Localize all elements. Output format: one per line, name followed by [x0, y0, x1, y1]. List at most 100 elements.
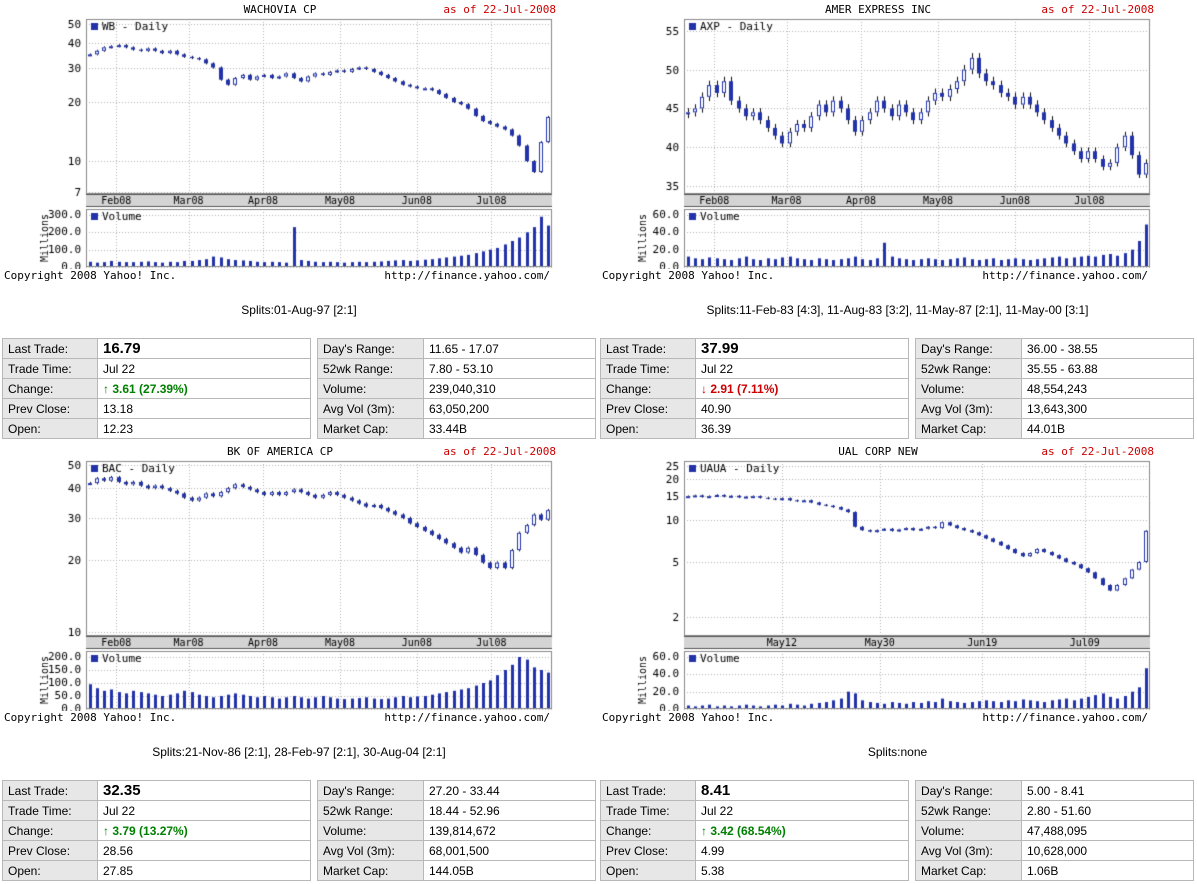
- quote-value: 239,040,310: [423, 378, 596, 399]
- quote-label: Change:: [600, 820, 696, 841]
- quote-value: 27.85: [97, 860, 311, 881]
- chart-footer: Copyright 2008 Yahoo! Inc. http://financ…: [602, 269, 1148, 283]
- quote-value: 44.01B: [1021, 418, 1194, 439]
- quote-label: Avg Vol (3m):: [317, 398, 424, 419]
- quote-label: Last Trade:: [2, 780, 98, 801]
- quote-label: Trade Time:: [600, 358, 696, 379]
- quote-value: 48,554,243: [1021, 378, 1194, 399]
- chart-header: WACHOVIA CP as of 22-Jul-2008: [2, 3, 558, 17]
- quote-table-right: Day's Range: 36.00 - 38.55 52wk Range: 35.5…: [915, 338, 1194, 439]
- chart-source-url: http://finance.yahoo.com/: [982, 711, 1148, 724]
- quote-table-left: Last Trade: 32.35 Trade Time: Jul 22 Change:…: [2, 780, 311, 881]
- quote-label: Trade Time:: [2, 800, 98, 821]
- chart-header: BK OF AMERICA CP as of 22-Jul-2008: [2, 445, 558, 459]
- quote-row: Open: 27.85: [2, 860, 311, 881]
- quote-row: Volume: 47,488,095: [915, 820, 1194, 841]
- quote-row: Prev Close: 4.99: [600, 840, 909, 861]
- quote-table-left: Last Trade: 37.99 Trade Time: Jul 22 Change:…: [600, 338, 909, 439]
- splits-info: Splits:01-Aug-97 [2:1]: [241, 303, 357, 317]
- change-down-icon: ↓: [701, 381, 707, 396]
- quote-value: 11.65 - 17.07: [423, 338, 596, 359]
- quote-row: 52wk Range: 18.44 - 52.96: [317, 800, 596, 821]
- quote-table-right: Day's Range: 27.20 - 33.44 52wk Range: 18.4…: [317, 780, 596, 881]
- quote-row: Market Cap: 1.06B: [915, 860, 1194, 881]
- stock-panel-uaua: UAL CORP NEW as of 22-Jul-2008 Copyright…: [598, 442, 1197, 884]
- price-volume-chart: [600, 17, 1156, 269]
- quote-label: Prev Close:: [2, 398, 98, 419]
- quote-value: 8.41: [695, 780, 909, 801]
- chart-footer: Copyright 2008 Yahoo! Inc. http://financ…: [602, 711, 1148, 725]
- quote-label: Avg Vol (3m):: [915, 840, 1022, 861]
- copyright-text: Copyright 2008 Yahoo! Inc.: [602, 711, 775, 724]
- quote-value: 36.00 - 38.55: [1021, 338, 1194, 359]
- chart-source-url: http://finance.yahoo.com/: [384, 711, 550, 724]
- quote-row: Last Trade: 37.99: [600, 338, 909, 359]
- chart-title: AMER EXPRESS INC: [825, 3, 931, 16]
- quote-label: Volume:: [317, 378, 424, 399]
- quote-value: 13.18: [97, 398, 311, 419]
- quote-value: ↓ 2.91 (7.11%): [695, 378, 909, 399]
- copyright-text: Copyright 2008 Yahoo! Inc.: [602, 269, 775, 282]
- quote-row: Avg Vol (3m): 63,050,200: [317, 398, 596, 419]
- stock-panel-axp: AMER EXPRESS INC as of 22-Jul-2008 Copyr…: [598, 0, 1197, 442]
- quote-label: Volume:: [915, 378, 1022, 399]
- quote-label: Change:: [2, 378, 98, 399]
- quote-value: 13,643,300: [1021, 398, 1194, 419]
- quote-label: Day's Range:: [317, 780, 424, 801]
- chart-footer: Copyright 2008 Yahoo! Inc. http://financ…: [4, 711, 550, 725]
- quote-row: Day's Range: 36.00 - 38.55: [915, 338, 1194, 359]
- quote-row: Market Cap: 144.05B: [317, 860, 596, 881]
- change-value: 3.61 (27.39%): [109, 381, 188, 396]
- chart-asof-date: as of 22-Jul-2008: [1041, 3, 1154, 16]
- chart-source-url: http://finance.yahoo.com/: [384, 269, 550, 282]
- quote-tables: Last Trade: 32.35 Trade Time: Jul 22 Change:…: [2, 780, 596, 881]
- copyright-text: Copyright 2008 Yahoo! Inc.: [4, 269, 177, 282]
- quote-value: 4.99: [695, 840, 909, 861]
- quote-value: 2.80 - 51.60: [1021, 800, 1194, 821]
- quote-label: Day's Range:: [915, 780, 1022, 801]
- quote-value: 144.05B: [423, 860, 596, 881]
- quote-row: Open: 5.38: [600, 860, 909, 881]
- quote-value: 33.44B: [423, 418, 596, 439]
- quote-label: Prev Close:: [2, 840, 98, 861]
- quote-value: 12.23: [97, 418, 311, 439]
- quote-value: 68,001,500: [423, 840, 596, 861]
- quote-value: 16.79: [97, 338, 311, 359]
- quote-label: Market Cap:: [317, 860, 424, 881]
- quote-label: 52wk Range:: [317, 358, 424, 379]
- quote-row: Trade Time: Jul 22: [600, 800, 909, 821]
- quote-tables: Last Trade: 16.79 Trade Time: Jul 22 Change:…: [2, 338, 596, 439]
- quote-row: Avg Vol (3m): 13,643,300: [915, 398, 1194, 419]
- quote-label: Last Trade:: [600, 780, 696, 801]
- quote-row: Prev Close: 13.18: [2, 398, 311, 419]
- quote-label: 52wk Range:: [317, 800, 424, 821]
- quote-tables: Last Trade: 8.41 Trade Time: Jul 22 Change: ↑…: [600, 780, 1195, 881]
- quote-row: 52wk Range: 2.80 - 51.60: [915, 800, 1194, 821]
- chart-title: WACHOVIA CP: [243, 3, 317, 16]
- quote-row: Prev Close: 40.90: [600, 398, 909, 419]
- quote-row: Open: 36.39: [600, 418, 909, 439]
- quote-row: Last Trade: 16.79: [2, 338, 311, 359]
- chart-asof-date: as of 22-Jul-2008: [1041, 445, 1154, 458]
- quote-label: Volume:: [317, 820, 424, 841]
- change-value: 2.91 (7.11%): [707, 381, 779, 396]
- quote-value: 63,050,200: [423, 398, 596, 419]
- quote-label: Day's Range:: [915, 338, 1022, 359]
- quote-label: Open:: [2, 860, 98, 881]
- quote-label: 52wk Range:: [915, 800, 1022, 821]
- chart-asof-date: as of 22-Jul-2008: [443, 3, 556, 16]
- chart-footer: Copyright 2008 Yahoo! Inc. http://financ…: [4, 269, 550, 283]
- quote-row: Day's Range: 5.00 - 8.41: [915, 780, 1194, 801]
- quote-value: 1.06B: [1021, 860, 1194, 881]
- quote-label: Market Cap:: [915, 418, 1022, 439]
- change-up-icon: ↑: [701, 823, 707, 838]
- quote-value: 7.80 - 53.10: [423, 358, 596, 379]
- quote-value: 5.38: [695, 860, 909, 881]
- quote-row: 52wk Range: 7.80 - 53.10: [317, 358, 596, 379]
- quote-label: Open:: [600, 418, 696, 439]
- quote-value: 28.56: [97, 840, 311, 861]
- quote-row: Prev Close: 28.56: [2, 840, 311, 861]
- quote-value: 32.35: [97, 780, 311, 801]
- quote-row: Trade Time: Jul 22: [600, 358, 909, 379]
